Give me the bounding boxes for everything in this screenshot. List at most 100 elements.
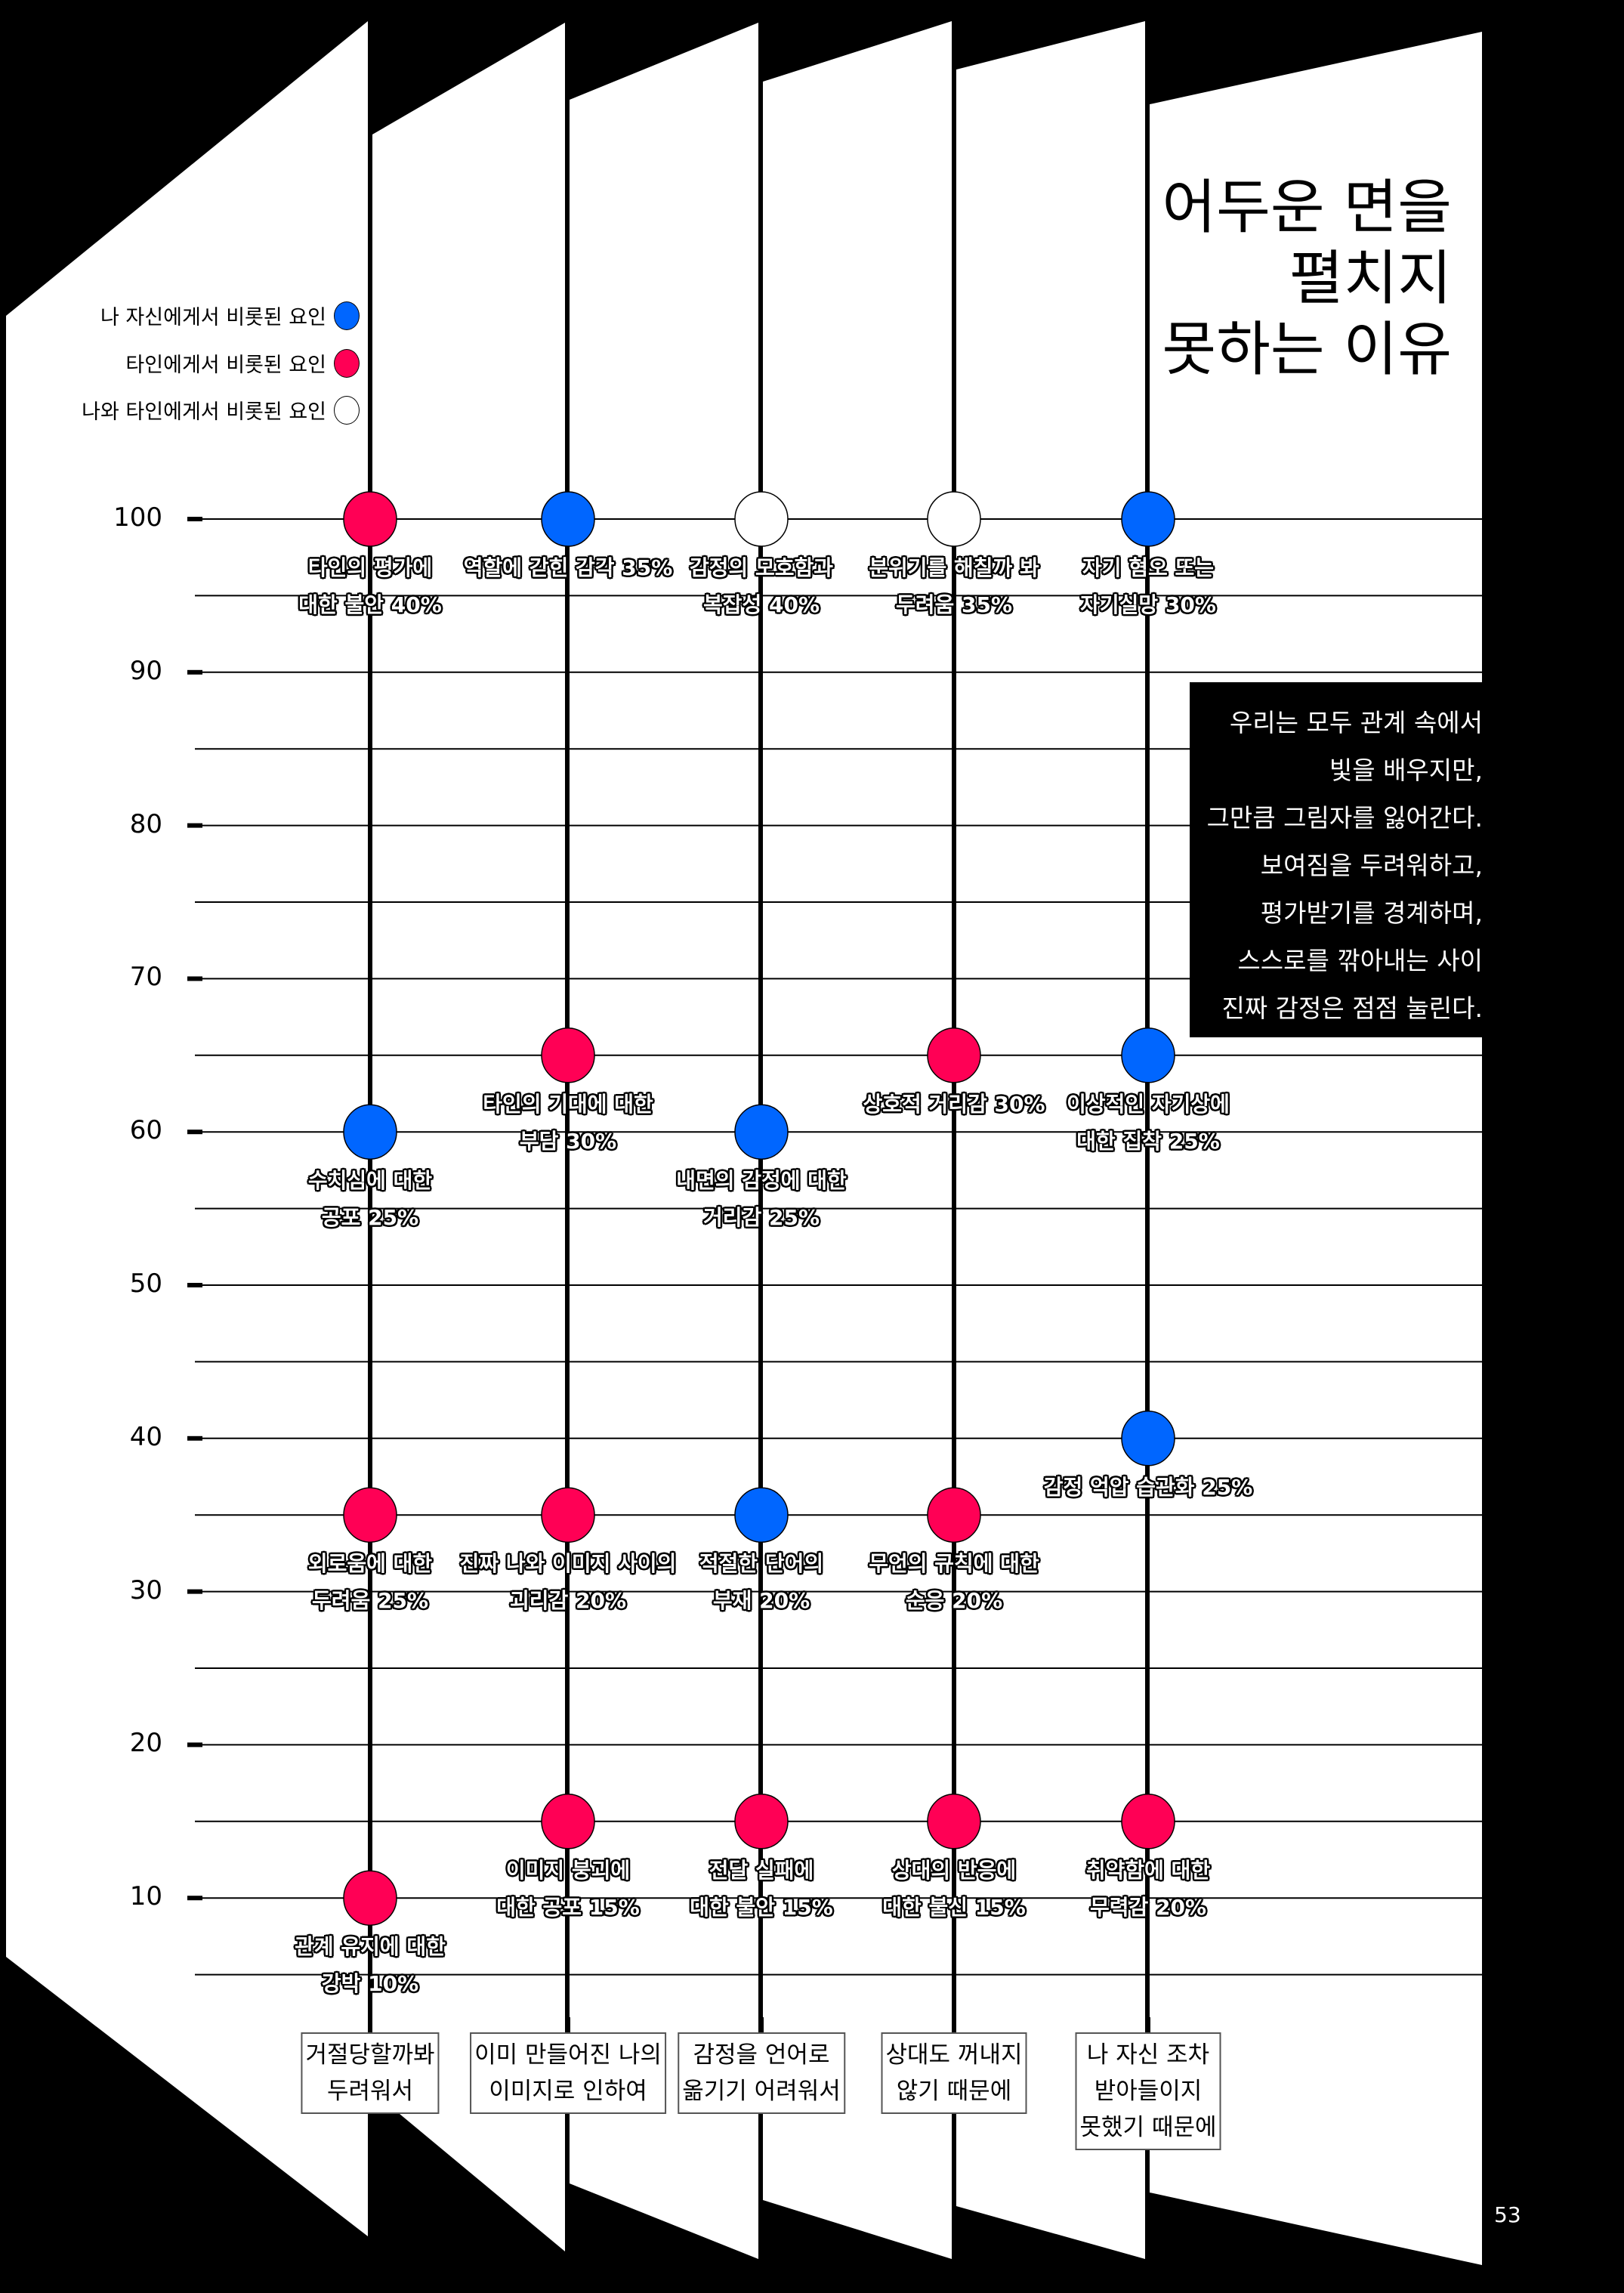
quote-line: 빛을 배우지만, [1329,756,1483,785]
y-tick-label: 50 [129,1269,162,1299]
y-tick-label: 10 [129,1881,162,1912]
point-label-line: 부재 20% [712,1588,810,1614]
data-point-others [734,1794,789,1850]
point-label-line: 상호적 거리감 30% [863,1091,1045,1117]
y-tick-label: 90 [129,655,162,686]
quote-line: 우리는 모두 관계 속에서 [1229,708,1483,737]
point-label-line: 대한 불안 40% [298,592,442,617]
data-point-self [1121,491,1175,547]
point-label-line: 감정 억압 습관화 25% [1043,1474,1253,1500]
panel-1 [372,23,565,2251]
point-label-line: 자기실망 30% [1080,592,1216,617]
point-label-line: 강박 10% [321,1971,419,1997]
quote-line: 보여짐을 두려워하고, [1260,851,1483,880]
panel-5 [1150,32,1482,2265]
data-point-others [1121,1794,1175,1850]
point-label: 적절한 단어의 부재 20% [699,1545,823,1619]
panel-0 [6,21,368,2236]
reason-box: 이미 만들어진 나의 이미지로 인하여 [470,2032,666,2114]
reason-line: 못했기 때문에 [1079,2114,1217,2141]
reason-line: 감정을 언어로 [693,2041,830,2069]
point-label-line: 대한 공포 15% [496,1894,640,1920]
point-label-line: 두려움 35% [895,592,1013,617]
point-label-line: 수치심에 대한 [307,1168,433,1194]
data-point-self [1121,1411,1175,1466]
reason-line: 않기 때문에 [896,2078,1012,2105]
reason-line: 받아들이지 [1094,2078,1203,2105]
legend-dot-icon [334,301,360,330]
data-point-others [927,1794,981,1850]
point-label-line: 이미지 붕괴에 [505,1857,631,1883]
point-label-line: 분위기를 해칠까 봐 [869,555,1039,580]
legend-label: 타인에게서 비롯된 요인 [125,354,326,377]
data-point-others [927,1028,981,1083]
point-label-line: 부담 30% [519,1128,617,1154]
quote-line: 스스로를 깎아내는 사이 [1237,946,1483,975]
point-label-line: 감정의 모호함과 [689,555,834,580]
point-label-line: 타인의 기대에 대한 [483,1091,653,1117]
point-label: 이상적인 자기상에 대한 집착 25% [1067,1086,1230,1160]
legend-label: 나 자신에게서 비롯된 요인 [100,306,326,329]
reason-line: 거절당할까봐 [305,2041,435,2069]
quote-box: 우리는 모두 관계 속에서 빛을 배우지만, 그만큼 그림자를 잃어간다. 보여… [1190,682,1484,1037]
point-label: 감정 억압 습관화 25% [1044,1469,1253,1506]
panel-3 [763,21,952,2259]
reason-line: 두려워서 [326,2078,414,2105]
reason-box: 나 자신 조차 받아들이지 못했기 때문에 [1075,2032,1221,2150]
page-number: 53 [1494,2202,1521,2227]
data-point-others [343,491,397,547]
y-tick-label: 70 [129,962,162,993]
data-points [343,491,1175,1926]
data-point-others [927,1487,981,1543]
point-label: 관계 유지에 대한 강박 10% [295,1928,446,2002]
y-tick-label: 30 [129,1575,162,1605]
point-label-line: 대한 불안 15% [690,1894,833,1920]
title-line: 펼치지 [1289,245,1452,313]
data-point-others [343,1870,397,1926]
point-label-line: 타인의 평가에 [307,555,433,580]
point-label-line: 두려움 25% [311,1588,429,1614]
y-tick-label: 40 [129,1421,162,1452]
point-label-line: 대한 불신 15% [882,1894,1026,1920]
point-label-line: 무언의 규칙에 대한 [869,1551,1039,1577]
legend-item-self: 나 자신에게서 비롯된 요인 [100,301,360,330]
point-label-line: 상대의 반응에 [891,1857,1017,1883]
data-point-both [734,491,789,547]
point-label-line: 취약함에 대한 [1085,1857,1211,1883]
legend-dot-icon [334,348,360,378]
point-label: 역할에 갇힌 감각 35% [464,549,673,586]
quote-line: 그만큼 그림자를 잃어간다. [1206,803,1483,833]
point-label: 자기 혐오 또는 자기실망 30% [1080,549,1216,623]
point-label-line: 공포 25% [321,1205,419,1231]
point-label: 외로움에 대한 두려움 25% [308,1545,432,1619]
data-point-both [927,491,981,547]
point-label-line: 순응 20% [905,1588,1003,1614]
point-label-line: 대한 집착 25% [1076,1128,1220,1154]
legend-dot-icon [334,395,360,425]
y-tick-label: 80 [129,808,162,839]
point-label-line: 내면의 감정에 대한 [676,1168,847,1194]
point-label-line: 괴리감 20% [509,1588,627,1614]
y-tick-label: 20 [129,1728,162,1759]
point-label-line: 전달 실패에 [709,1857,814,1883]
panel-2 [570,23,758,2259]
point-label-line: 거리감 25% [702,1205,820,1231]
point-label-line: 역할에 갇힌 감각 35% [463,555,673,580]
point-label: 취약함에 대한 무력감 20% [1086,1852,1210,1926]
data-point-others [541,1028,595,1083]
point-label: 상호적 거리감 30% [863,1086,1045,1123]
point-label-line: 복잡성 40% [702,592,820,617]
reason-box: 상대도 꺼내지 않기 때문에 [881,2032,1027,2114]
